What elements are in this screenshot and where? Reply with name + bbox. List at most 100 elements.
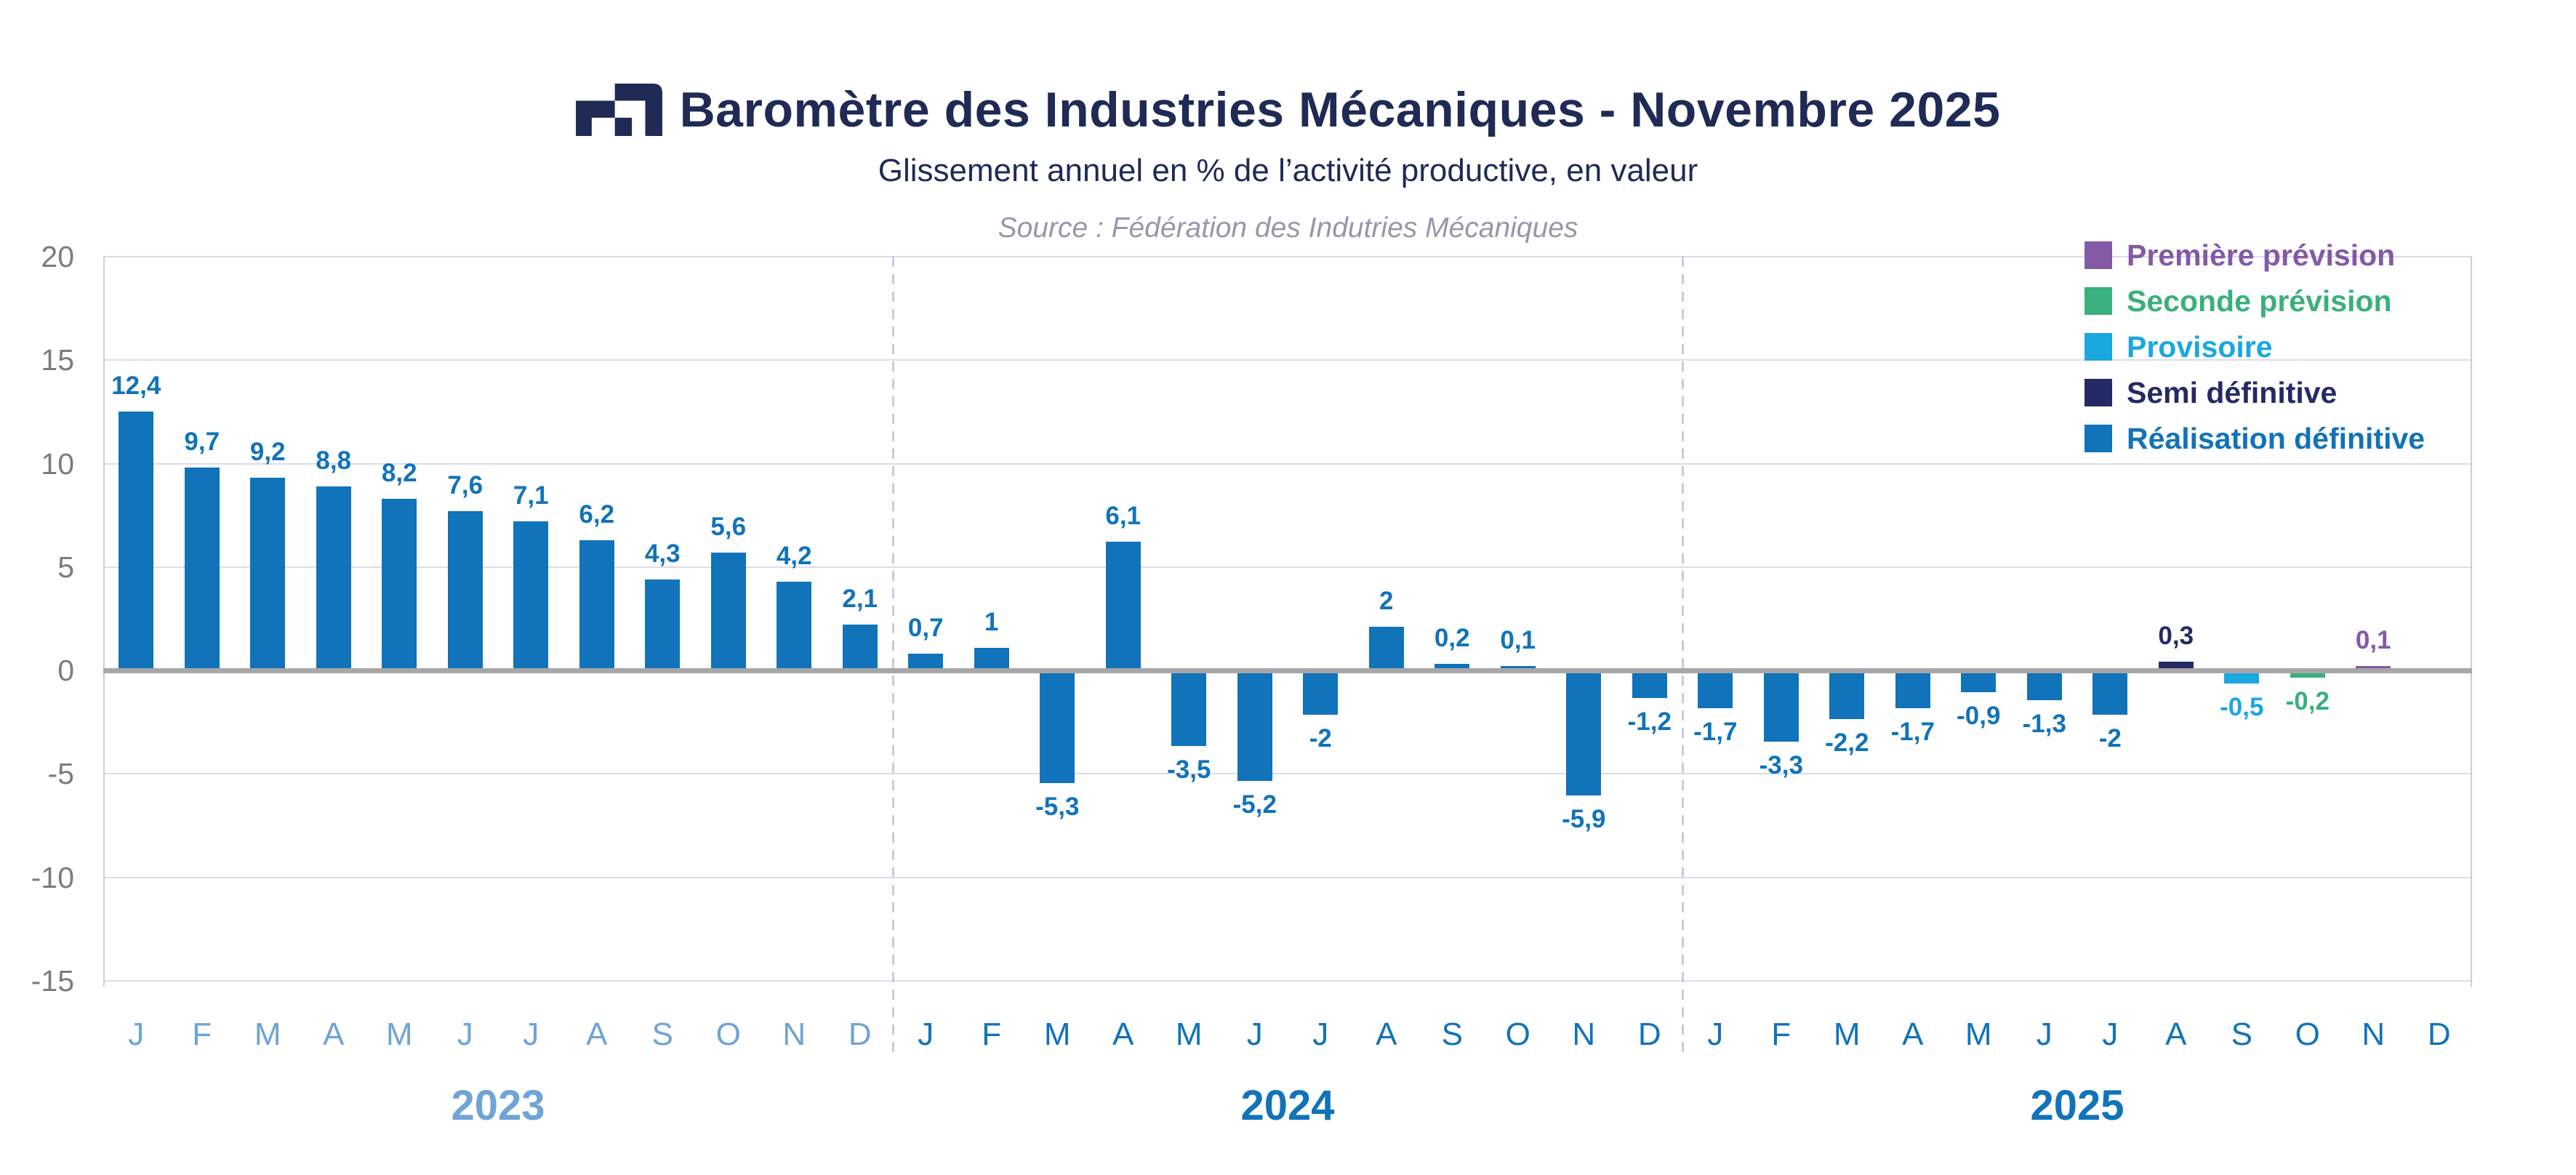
bar-value-label: -3,3 [1759,750,1803,779]
bar-2024-7 [1303,673,1339,715]
month-label-2025-9: S [2231,1016,2252,1052]
legend: Première prévision Seconde prévision Provi… [2085,238,2425,468]
month-label-2025-10: O [2295,1016,2320,1052]
bar-value-label: 8,8 [316,446,352,475]
month-label-2023-4: A [323,1016,345,1052]
year-separator-dashed-line [1681,257,1684,1053]
bar-2023-9 [645,579,681,668]
legend-swatch-provisoire [2085,333,2112,361]
header: Baromètre des Industries Mécaniques - No… [0,81,2576,138]
bar-2025-5 [1961,673,1997,692]
month-label-2024-11: N [1572,1016,1596,1052]
legend-swatch-premiere_prevision [2085,241,2112,269]
bar-value-label: 7,6 [447,470,483,500]
month-label-2025-5: M [1965,1016,1992,1052]
bar-value-label: -5,2 [1232,790,1277,819]
month-label-2024-9: S [1441,1016,1463,1052]
bar-value-label: 2 [1379,587,1394,616]
month-label-2024-12: D [1637,1016,1661,1052]
legend-swatch-seconde_prevision [2085,287,2112,315]
bar-2024-12 [1632,673,1667,699]
month-label-2023-7: J [523,1016,539,1052]
legend-swatch-realisation_definitive [2085,425,2112,452]
bar-value-label: 6,2 [579,500,615,529]
legend-label-premiere_prevision: Première prévision [2127,238,2396,272]
bar-value-label: 12,4 [111,372,161,401]
y-axis-tick: -10 [31,860,74,894]
month-label-2024-2: F [982,1016,1002,1052]
bar-value-label: 2,1 [842,585,878,614]
bar-value-label: -1,7 [1693,718,1738,747]
month-label-2024-7: J [1312,1016,1329,1052]
bar-2025-1 [1698,673,1733,709]
bar-value-label: -5,3 [1035,792,1080,821]
bar-value-label: -0,9 [1957,701,2001,730]
bar-2023-6 [447,510,483,668]
legend-item-seconde_prevision: Seconde prévision [2085,284,2425,318]
bar-2025-2 [1763,673,1799,742]
month-label-2024-1: J [918,1016,934,1052]
month-label-2025-1: J [1707,1016,1724,1052]
bar-value-label: -0,5 [2220,693,2264,722]
bar-2023-12 [842,625,878,668]
bar-2024-9 [1435,664,1470,668]
bar-2023-11 [777,581,812,668]
bar-value-label: 4,3 [644,539,681,568]
y-axis-tick: 5 [57,550,74,584]
bar-2023-10 [710,552,746,668]
bar-2024-6 [1237,673,1272,781]
month-label-2024-6: J [1246,1016,1263,1052]
month-label-2023-11: N [782,1016,806,1052]
bar-value-label: -1,2 [1627,707,1672,737]
bar-value-label: -2 [1309,723,1332,753]
month-label-2023-8: A [586,1016,608,1052]
bar-2024-2 [974,647,1009,668]
bar-value-label: 9,7 [184,428,220,457]
bar-value-label: 6,1 [1105,502,1141,531]
y-axis-tick: 10 [41,446,74,481]
chart-subtitle: Glissement annuel en % de l’activité pro… [878,153,1698,188]
plot-left-border [103,257,105,987]
month-label-2024-8: A [1376,1016,1397,1052]
bar-2023-2 [184,468,220,668]
bar-value-label: -2,2 [1825,728,1869,757]
bar-2025-9 [2224,673,2260,684]
y-axis-tick: 0 [57,654,74,687]
legend-swatch-semi_definitive [2085,379,2112,406]
legend-label-semi_definitive: Semi définitive [2127,376,2338,409]
zero-axis-line [103,668,2472,673]
bar-value-label: 0,3 [2158,622,2194,651]
y-axis-tick: 20 [41,240,74,273]
month-label-2023-9: S [651,1016,673,1052]
month-label-2023-10: O [715,1016,741,1052]
gridline [103,566,2472,568]
bar-2025-8 [2158,662,2194,668]
month-label-2025-4: A [1902,1016,1924,1052]
month-label-2025-6: J [2036,1016,2053,1052]
month-label-2023-2: F [192,1016,212,1052]
year-label-2025: 2025 [2030,1082,2124,1129]
bar-2024-11 [1566,673,1602,795]
month-label-2024-5: M [1175,1016,1203,1052]
bar-value-label: 4,2 [776,541,812,570]
bar-2023-4 [316,486,351,668]
month-label-2023-12: D [848,1016,872,1052]
bar-2024-1 [908,654,944,668]
month-label-2023-6: J [457,1016,473,1052]
bar-2024-3 [1040,673,1075,783]
legend-label-provisoire: Provisoire [2127,330,2273,364]
bar-value-label: -0,2 [2285,686,2330,715]
month-label-2024-3: M [1043,1016,1071,1052]
month-label-2024-4: A [1112,1016,1134,1052]
bar-2025-3 [1829,673,1865,719]
gridline [103,359,2472,361]
gridline [103,876,2472,878]
legend-item-semi_definitive: Semi définitive [2085,376,2425,409]
month-label-2023-1: J [128,1016,145,1052]
month-label-2025-8: A [2165,1016,2187,1052]
bar-value-label: 1 [984,607,999,636]
bar-value-label: 0,1 [1500,626,1536,655]
plot-area: 12,4 9,7 9,2 8,8 8,2 7,6 7,1 6,2 4,3 5,6 4,2 2,1 0,7… [103,256,2472,1053]
legend-label-realisation_definitive: Réalisation définitive [2127,422,2425,455]
y-axis-tick: -15 [31,963,74,998]
